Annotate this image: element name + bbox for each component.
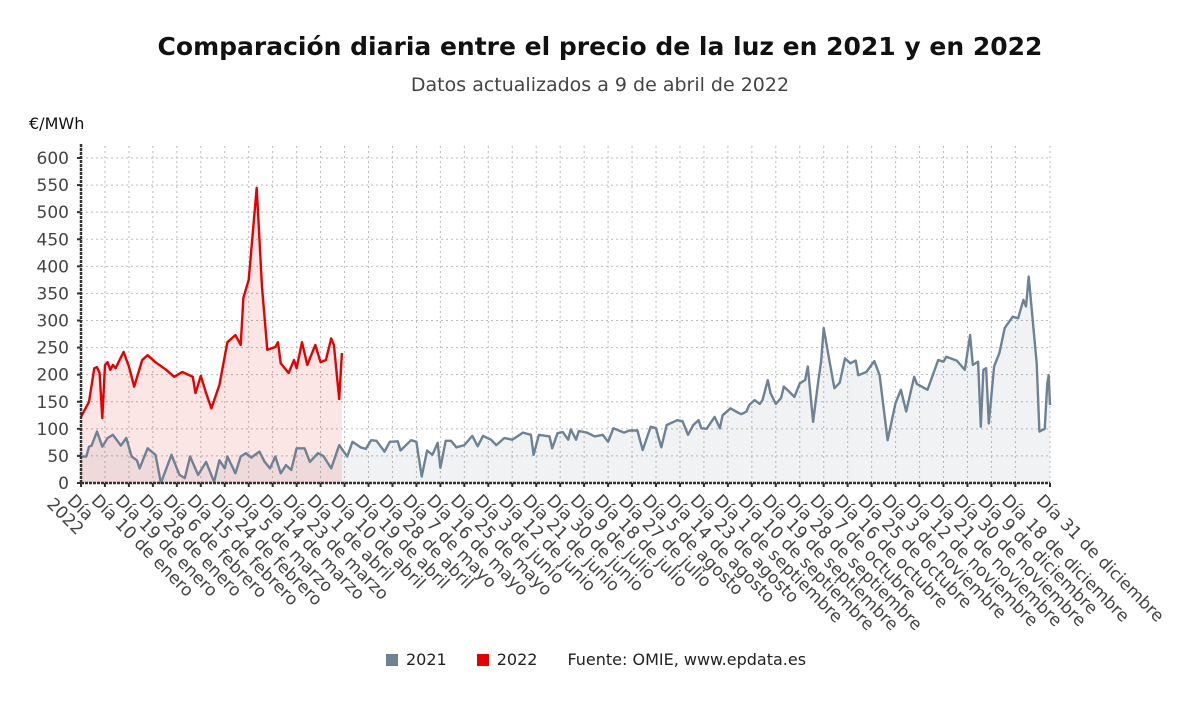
chart-title: Comparación diaria entre el precio de la… (157, 32, 1043, 61)
y-tick-label: 0 (58, 474, 69, 494)
y-tick-label: 300 (37, 312, 69, 332)
y-tick-label: 350 (37, 284, 69, 304)
x-tick-label: Día2022 (42, 482, 99, 539)
legend-item-2021: 2021 (386, 650, 447, 669)
y-axis-label: €/MWh (29, 114, 85, 133)
chart-subtitle: Datos actualizados a 9 de abril de 2022 (410, 74, 790, 96)
series-area-2021 (81, 276, 1050, 483)
y-tick-label: 250 (37, 339, 69, 359)
series-line-2021 (81, 275, 1052, 485)
y-tick-label: 400 (37, 257, 69, 277)
legend-swatch-2022 (476, 653, 489, 666)
legend: 2021 2022 Fuente: OMIE, www.epdata.es (386, 650, 806, 669)
legend-label-2022: 2022 (496, 650, 538, 669)
legend-label-2021: 2021 (406, 650, 447, 669)
y-tick-label: 150 (37, 393, 69, 413)
series-line-2022 (79, 186, 344, 420)
y-tick-label: 600 (37, 149, 69, 169)
series-area-2022 (81, 187, 342, 484)
y-tick-label: 100 (37, 420, 69, 440)
y-tick-label: 450 (37, 230, 69, 250)
y-tick-label: 500 (37, 203, 69, 223)
y-tick-label: 550 (37, 176, 69, 196)
legend-item-2022: 2022 (476, 650, 538, 669)
legend-swatch-2021 (386, 653, 398, 666)
y-tick-label: 200 (37, 366, 69, 386)
source-credit: Fuente: OMIE, www.epdata.es (567, 650, 807, 669)
y-tick-label: 50 (47, 447, 69, 467)
